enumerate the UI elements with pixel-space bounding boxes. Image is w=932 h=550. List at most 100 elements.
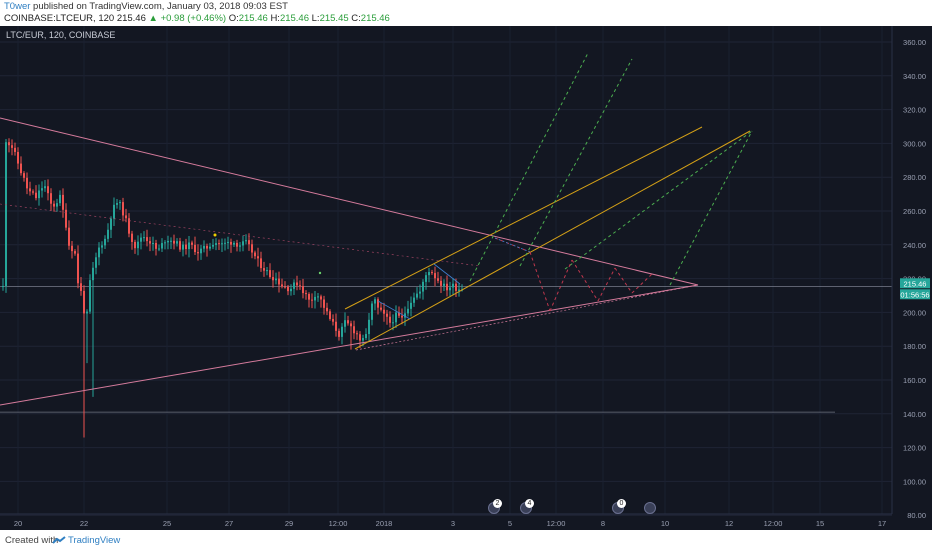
price-tick-label: 80.00	[907, 511, 926, 520]
candle-down	[53, 203, 55, 207]
candle-up	[224, 242, 226, 244]
candle-down	[218, 243, 220, 245]
candle-up	[38, 190, 40, 199]
candle-up	[215, 243, 217, 245]
last-price: 215.46	[116, 13, 146, 24]
triangle-lower-line	[0, 284, 699, 406]
high-label: H:	[270, 13, 280, 24]
candle-down	[230, 241, 232, 245]
candle-up	[344, 320, 346, 327]
candle-down	[401, 315, 403, 318]
candle-up	[161, 243, 163, 249]
candle-up	[200, 248, 202, 254]
candle-down	[194, 244, 196, 253]
candle-down	[284, 286, 286, 288]
close-value: 215.46	[360, 13, 390, 24]
candle-down	[356, 333, 358, 335]
candle-up	[422, 281, 424, 292]
candle-up	[449, 287, 451, 291]
candle-down	[350, 323, 352, 327]
candle-down	[206, 245, 208, 249]
candle-down	[20, 163, 22, 174]
candle-down	[296, 282, 298, 286]
tradingview-logo-icon	[52, 536, 66, 544]
candle-down	[260, 258, 262, 269]
zigzag-projection	[494, 237, 531, 253]
candle-up	[203, 245, 205, 249]
candle-up	[140, 237, 142, 242]
candle-up	[293, 282, 295, 289]
candle-down	[122, 202, 124, 216]
candle-down	[80, 283, 82, 291]
candle-up	[209, 246, 211, 249]
price-tick-label: 100.00	[903, 477, 926, 486]
candle-up	[227, 241, 229, 243]
candle-up	[107, 229, 109, 239]
candle-down	[320, 296, 322, 300]
candle-up	[314, 296, 316, 301]
price-tick-label: 140.00	[903, 410, 926, 419]
candle-up	[392, 322, 394, 324]
candle-up	[113, 204, 115, 219]
projection-line	[669, 130, 753, 286]
price-tick-label: 360.00	[903, 38, 926, 47]
candle-up	[164, 242, 166, 244]
candle-up	[239, 245, 241, 247]
candle-up	[317, 296, 319, 298]
projection-line	[469, 52, 589, 282]
candle-down	[77, 253, 79, 284]
zigzag-projection	[614, 267, 633, 294]
event-count: 0	[617, 499, 626, 508]
candle-up	[221, 243, 223, 245]
candle-down	[71, 245, 73, 252]
open-label: O:	[228, 13, 239, 24]
candle-down	[23, 173, 25, 178]
candle-up	[416, 293, 418, 298]
candle-down	[377, 299, 379, 308]
candle-up	[119, 202, 121, 204]
time-tick-label: 2018	[376, 519, 393, 528]
time-tick-label: 12	[725, 519, 733, 528]
candle-down	[269, 270, 271, 278]
channel-upper-line	[344, 126, 703, 310]
chart-canvas[interactable]: 360.00340.00320.00300.00280.00260.00240.…	[0, 26, 932, 530]
candle-down	[311, 299, 313, 301]
candle-down	[287, 286, 289, 292]
candle-up	[137, 241, 139, 249]
tradingview-link[interactable]: TradingView	[68, 535, 121, 546]
time-tick-label: 22	[80, 519, 88, 528]
candle-up	[290, 288, 292, 292]
time-tick-label: 5	[508, 519, 512, 528]
candle-down	[179, 241, 181, 250]
price-tick-label: 260.00	[903, 207, 926, 216]
candle-up	[368, 319, 370, 335]
drawings	[0, 52, 753, 406]
zigzag-projection	[571, 259, 599, 302]
candle-down	[155, 242, 157, 249]
candle-down	[434, 273, 436, 279]
open-value: 215.46	[238, 13, 268, 24]
candle-down	[83, 290, 85, 314]
candle-down	[389, 316, 391, 323]
candle-down	[17, 151, 19, 164]
author-link[interactable]: T0wer	[4, 1, 31, 12]
publish-date: published on TradingView.com, January 03…	[33, 1, 288, 12]
chart-area[interactable]: 360.00 340.00 320.00 300.00 280.00 260.00 240.…	[0, 26, 932, 530]
inner-resistance-line	[0, 203, 481, 267]
candle-down	[197, 252, 199, 254]
low-value: 215.45	[319, 13, 349, 24]
zigzag-projection	[549, 259, 573, 312]
candle-up	[404, 313, 406, 318]
time-tick-label: 20	[14, 519, 22, 528]
event-count: 4	[525, 499, 534, 508]
price-badge	[900, 278, 930, 289]
candle-down	[281, 284, 283, 287]
time-tick-label: 12:00	[547, 519, 566, 528]
candle-up	[233, 242, 235, 245]
event-marker[interactable]	[644, 502, 656, 514]
candle-down	[254, 252, 256, 257]
candle-down	[251, 244, 253, 253]
countdown-badge-text: 01:56:56	[900, 290, 929, 299]
grid-lines	[0, 26, 892, 516]
candle-up	[371, 303, 373, 320]
